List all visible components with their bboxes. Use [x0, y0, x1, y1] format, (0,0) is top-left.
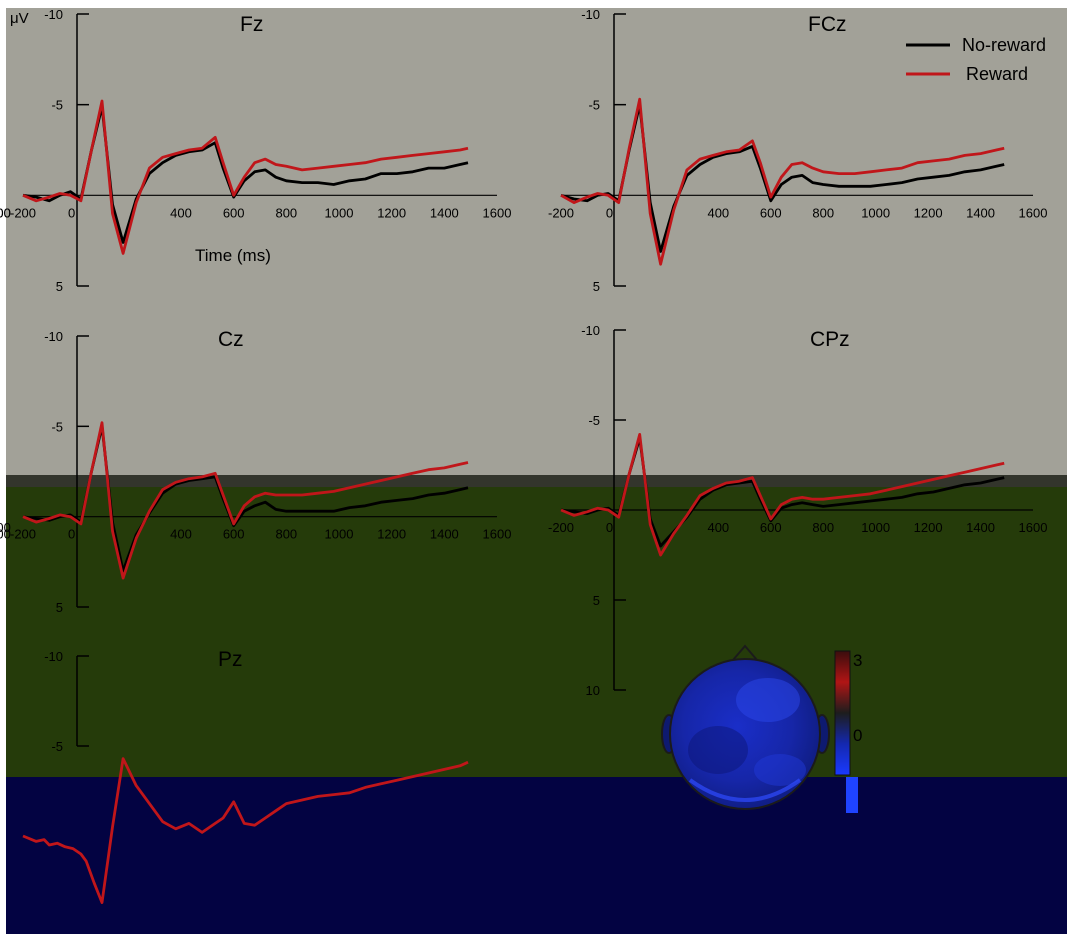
panel-fz: Fz -10 -5 5 -200 0 400 600 800 1000 1200 1400 1600 20…	[0, 7, 511, 294]
y-tick-label: 5	[593, 593, 600, 608]
y-tick-label: 5	[56, 279, 63, 294]
panel-title: Fz	[240, 13, 263, 36]
x-tick-label: 1200	[914, 205, 943, 220]
panel-pz: Pz -10 -5	[22, 648, 469, 904]
legend: No-reward Reward	[906, 35, 1046, 84]
y-tick-label: -5	[51, 739, 63, 754]
scalp-blob-1	[736, 678, 800, 722]
colorbar-scale	[834, 650, 851, 776]
y-tick-label: -10	[44, 7, 63, 22]
x-tick-label: 400	[707, 520, 729, 535]
x-tick-label: 400	[170, 527, 192, 542]
x-tick-label: 0	[606, 205, 613, 220]
colorbar-lower-segment	[846, 777, 858, 813]
panel-title: CPz	[810, 328, 850, 351]
x-tick-label: 1600	[1019, 205, 1048, 220]
x-tick-label: 1400	[966, 520, 995, 535]
x-tick-label: 1400	[966, 205, 995, 220]
band-gray	[6, 8, 1067, 475]
x-tick-label: 200	[0, 205, 11, 220]
y-unit-label: μV	[10, 10, 29, 27]
x-tick-label: 600	[760, 205, 782, 220]
x-tick-label: 0	[68, 527, 75, 542]
scalp-blob-2	[688, 726, 748, 774]
y-tick-label: -5	[588, 413, 600, 428]
x-tick-label: 400	[170, 205, 192, 220]
band-navy	[6, 777, 1067, 934]
x-tick-label: 200	[0, 205, 11, 220]
x-tick-label: 1000	[325, 527, 354, 542]
y-tick-label: -10	[44, 649, 63, 664]
x-tick-label: 1200	[377, 527, 406, 542]
y-tick-label: -5	[51, 98, 63, 113]
x-tick-label: -200	[548, 205, 574, 220]
x-tick-label: 1200	[914, 520, 943, 535]
scalp-head	[669, 658, 821, 810]
x-tick-label: 200	[0, 520, 11, 535]
panel-title: FCz	[808, 13, 847, 36]
scalp-blob-3	[754, 754, 806, 786]
x-tick-label: -200	[10, 205, 36, 220]
y-tick-label: -10	[581, 7, 600, 22]
y-tick-label: 5	[593, 279, 600, 294]
panel-cz: Cz -10 -5 5 -200 0 400 600 800 1000 1200 1400 1600 20…	[0, 328, 511, 615]
y-tick-label: 5	[56, 600, 63, 615]
scalp-nose	[732, 644, 758, 661]
x-tick-label: 800	[275, 527, 297, 542]
x-tick-label: 1000	[325, 205, 354, 220]
series-line-reward	[560, 97, 1005, 266]
colorbar: 3 0	[834, 650, 862, 813]
legend-label-no-reward: No-reward	[962, 35, 1046, 55]
x-tick-label: 1000	[861, 520, 890, 535]
legend-label-reward: Reward	[966, 64, 1028, 84]
x-tick-label: -200	[10, 527, 36, 542]
series-line-reward	[22, 757, 469, 904]
panel-title: Pz	[218, 648, 243, 671]
x-tick-label: 0	[606, 520, 613, 535]
x-tick-label: 1600	[483, 205, 512, 220]
x-tick-label: 400	[707, 205, 729, 220]
y-tick-label: -5	[588, 98, 600, 113]
x-tick-label: 200	[0, 527, 11, 542]
panel-fcz: FCz -10 -5 5 -200 0 400 600 800 1000 1200 1400 1600 2…	[0, 7, 1047, 294]
band-green	[6, 487, 1067, 777]
x-tick-label: 1000	[861, 205, 890, 220]
x-axis-title: Time (ms)	[195, 246, 271, 265]
x-tick-label: 1400	[430, 205, 459, 220]
x-tick-label: 800	[812, 520, 834, 535]
colorbar-max-label: 3	[853, 651, 862, 670]
x-tick-label: 1600	[1019, 520, 1048, 535]
x-tick-label: 0	[68, 205, 75, 220]
y-tick-label: 10	[586, 683, 600, 698]
x-tick-label: -200	[548, 520, 574, 535]
series-line-reward	[22, 421, 469, 580]
x-tick-label: 600	[223, 205, 245, 220]
y-tick-label: -10	[581, 323, 600, 338]
colorbar-zero-label: 0	[853, 726, 862, 745]
x-tick-label: 1200	[377, 205, 406, 220]
series-line-reward	[22, 99, 469, 255]
y-tick-label: -10	[44, 329, 63, 344]
x-tick-label: 800	[275, 205, 297, 220]
x-tick-label: 600	[223, 527, 245, 542]
x-tick-label: 1600	[483, 527, 512, 542]
scalp-lower-highlight	[688, 778, 802, 802]
panel-title: Cz	[218, 328, 244, 351]
series-line-reward	[560, 432, 1005, 557]
x-tick-label: 600	[760, 520, 782, 535]
panel-cpz: CPz -10 -5 5 10 -200 0 400 600 800 1000 1200 1400 160…	[0, 323, 1047, 698]
y-tick-label: -5	[51, 419, 63, 434]
x-tick-label: 1400	[430, 527, 459, 542]
x-tick-label: 800	[812, 205, 834, 220]
band-dark-strip	[6, 475, 1067, 487]
scalp-topomap	[661, 644, 830, 810]
